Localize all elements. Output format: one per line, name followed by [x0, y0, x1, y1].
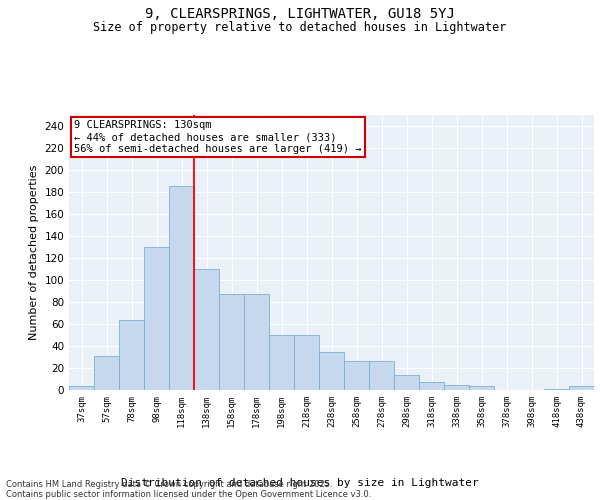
Bar	[419, 382, 444, 390]
Bar	[294, 335, 319, 390]
Bar	[219, 294, 244, 390]
Bar	[469, 386, 494, 390]
Bar	[194, 269, 219, 390]
Bar	[269, 335, 294, 390]
Bar	[69, 386, 94, 390]
Bar	[444, 384, 469, 390]
Y-axis label: Number of detached properties: Number of detached properties	[29, 165, 39, 340]
Bar	[394, 374, 419, 390]
Text: 9 CLEARSPRINGS: 130sqm
← 44% of detached houses are smaller (333)
56% of semi-de: 9 CLEARSPRINGS: 130sqm ← 44% of detached…	[74, 120, 362, 154]
Text: Contains HM Land Registry data © Crown copyright and database right 2025.
Contai: Contains HM Land Registry data © Crown c…	[6, 480, 371, 499]
Bar	[319, 352, 344, 390]
Bar	[569, 386, 594, 390]
Bar	[94, 356, 119, 390]
Text: Distribution of detached houses by size in Lightwater: Distribution of detached houses by size …	[121, 478, 479, 488]
Bar	[344, 362, 369, 390]
Bar	[544, 389, 569, 390]
Bar	[144, 247, 169, 390]
Text: 9, CLEARSPRINGS, LIGHTWATER, GU18 5YJ: 9, CLEARSPRINGS, LIGHTWATER, GU18 5YJ	[145, 8, 455, 22]
Bar	[244, 294, 269, 390]
Bar	[369, 362, 394, 390]
Bar	[119, 320, 144, 390]
Bar	[169, 186, 194, 390]
Text: Size of property relative to detached houses in Lightwater: Size of property relative to detached ho…	[94, 22, 506, 35]
